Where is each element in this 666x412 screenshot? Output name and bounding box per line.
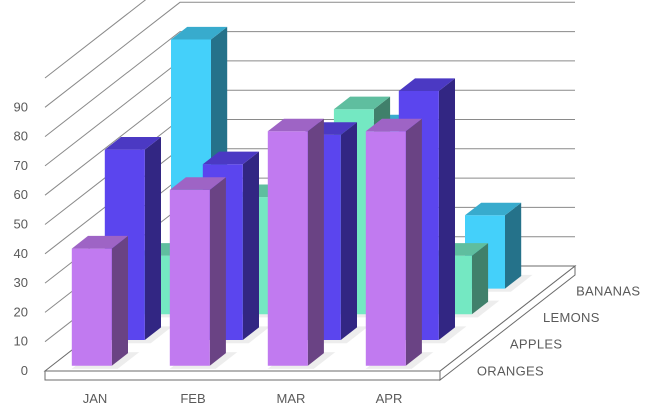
y-tick-label: 60 [14,187,28,202]
y-tick-label: 40 [14,246,28,261]
bar-oranges-feb [169,177,238,369]
bar-side [471,243,489,315]
bar-front [267,131,308,366]
series-label: ORANGES [477,363,544,378]
gridline [44,1,575,108]
y-tick-label: 70 [14,158,28,173]
y-tick-label: 10 [14,334,28,349]
bar-side [505,202,522,289]
bar-oranges-mar [267,118,336,369]
series-label: BANANAS [576,283,640,298]
y-tick-label: 20 [14,304,28,319]
bar-side [111,235,128,366]
bar-front [365,131,406,366]
x-tick-label: MAR [277,391,306,406]
gridline [44,0,147,79]
x-tick-label: FEB [180,391,205,406]
bar-top [171,26,228,40]
gridline [44,31,575,137]
bar-top [333,96,391,110]
y-tick-label: 50 [14,217,28,232]
bar-side [209,177,226,366]
bar-oranges-apr [365,118,434,369]
bar-top [169,177,226,190]
x-tick-label: JAN [83,391,108,406]
bar-top [267,118,324,132]
bar-side [242,151,259,340]
y-tick-label: 80 [14,129,28,144]
y-tick-label: 0 [21,363,28,378]
y-tick-label: 90 [14,99,28,114]
bar-side [405,118,422,366]
bar-top [202,151,259,165]
series-label: APPLES [510,337,562,352]
y-tick-label: 30 [14,275,28,290]
bar-side [144,137,161,340]
bar-side [438,78,455,341]
bar-top [465,202,522,216]
x-tick-label: APR [376,391,403,406]
bar-top [104,137,161,150]
bar-top [365,118,422,132]
bar-top [398,78,455,91]
bar-front [71,248,112,366]
series-label: LEMONS [543,310,600,325]
bar-oranges-jan [71,235,140,369]
bar-front [169,189,210,366]
bar-side [340,122,357,340]
floor-front [44,370,441,381]
bar-top [71,235,128,249]
bar-side [307,118,324,366]
